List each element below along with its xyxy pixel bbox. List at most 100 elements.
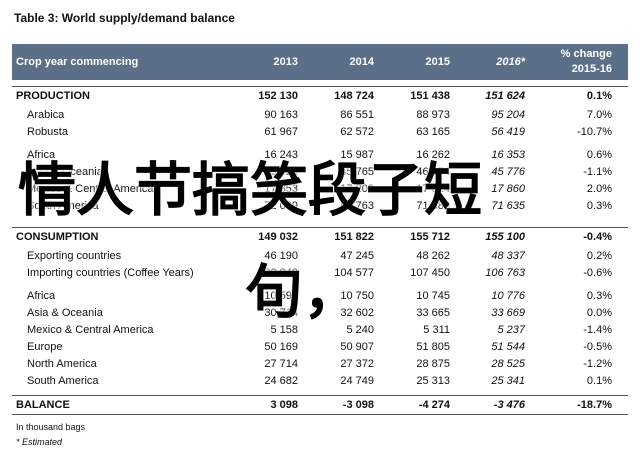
cell: 17 853 xyxy=(264,183,298,195)
cell: 45 776 xyxy=(491,166,525,178)
rule xyxy=(12,86,628,87)
cell: 16 243 xyxy=(264,149,298,161)
row-label: PRODUCTION xyxy=(16,90,90,102)
cell: 151 624 xyxy=(485,90,525,102)
cell: 5 240 xyxy=(346,324,374,336)
cell: -1.1% xyxy=(583,166,612,178)
row-label: Importing countries (Coffee Years) xyxy=(27,267,194,279)
cell: 46 190 xyxy=(264,250,298,262)
cell: 27 714 xyxy=(264,358,298,370)
cell: 46 025 xyxy=(264,166,298,178)
cell: 2.0% xyxy=(586,183,612,195)
row-label: North America xyxy=(27,358,97,370)
row-label: South America xyxy=(27,375,99,387)
cell: 24 682 xyxy=(264,375,298,387)
row-label: Africa xyxy=(27,290,56,302)
cell: 88 973 xyxy=(416,109,450,121)
cell: 10 745 xyxy=(416,290,450,302)
cell: 17 860 xyxy=(491,183,525,195)
cell: 15 987 xyxy=(340,149,374,161)
cell: 24 749 xyxy=(340,375,374,387)
footnote: In thousand bags xyxy=(16,422,86,432)
cell: 48 262 xyxy=(416,250,450,262)
row-label: Africa xyxy=(27,149,56,161)
cell: 62 572 xyxy=(340,126,374,138)
cell: 90 163 xyxy=(264,109,298,121)
cell: 10 776 xyxy=(491,290,525,302)
cell: 152 130 xyxy=(258,90,298,102)
overlay-text: 情人节搞笑段子短 xyxy=(18,156,483,224)
column-header: 2016* xyxy=(496,56,525,68)
cell: 0.3% xyxy=(586,200,612,212)
cell: 33 669 xyxy=(491,307,525,319)
cell: 32 602 xyxy=(340,307,374,319)
cell: 151 438 xyxy=(410,90,450,102)
cell: 95 204 xyxy=(491,109,525,121)
cell: 155 100 xyxy=(485,231,525,243)
cell: -0.5% xyxy=(583,341,612,353)
cell: 17 209 xyxy=(340,183,374,195)
cell: 46 274 xyxy=(416,166,450,178)
cell: 155 712 xyxy=(410,231,450,243)
cell: 16 353 xyxy=(491,149,525,161)
cell: 30 714 xyxy=(264,307,298,319)
cell: 71 388 xyxy=(416,200,450,212)
row-label: Arabica xyxy=(27,109,65,121)
cell: 148 724 xyxy=(334,90,374,102)
cell: 69 763 xyxy=(340,200,374,212)
cell: 25 313 xyxy=(416,375,450,387)
cell: 51 544 xyxy=(491,341,525,353)
cell: -0.6% xyxy=(583,267,612,279)
cell: 0.6% xyxy=(586,149,612,161)
overlay-text: 句， xyxy=(245,258,362,326)
cell: -1.4% xyxy=(583,324,612,336)
cell: 0.3% xyxy=(586,290,612,302)
row-label: Mexico & Central America xyxy=(27,324,154,336)
footnote: * Estimated xyxy=(16,437,63,447)
cell: -0.4% xyxy=(583,231,612,243)
row-label: Europe xyxy=(27,341,63,353)
cell: 28 525 xyxy=(491,358,525,370)
cell: 56 419 xyxy=(491,126,525,138)
cell: 0.2% xyxy=(586,250,612,262)
cell: 28 875 xyxy=(416,358,450,370)
cell: 17 514 xyxy=(416,183,450,195)
cell: 10 750 xyxy=(340,290,374,302)
row-label: BALANCE xyxy=(16,399,70,411)
cell: 16 262 xyxy=(416,149,450,161)
cell: -10.7% xyxy=(577,126,612,138)
cell: 0.0% xyxy=(586,307,612,319)
cell: -4 274 xyxy=(418,399,450,411)
cell: 63 165 xyxy=(416,126,450,138)
cell: 47 245 xyxy=(340,250,374,262)
cell: -3 098 xyxy=(342,399,374,411)
rule xyxy=(12,227,628,228)
column-header: 2015 xyxy=(425,56,450,68)
cell: 151 822 xyxy=(334,231,374,243)
cell: -18.7% xyxy=(577,399,612,411)
column-header: 2015-16 xyxy=(571,63,612,75)
cell: 25 341 xyxy=(491,375,525,387)
row-label: CONSUMPTION xyxy=(16,231,99,243)
cell: 0.1% xyxy=(586,90,612,102)
column-header: 2014 xyxy=(349,56,374,68)
cell: 48 337 xyxy=(491,250,525,262)
cell: 107 450 xyxy=(410,267,450,279)
cell: 7.0% xyxy=(586,109,612,121)
cell: 5 311 xyxy=(423,324,450,336)
cell: 27 372 xyxy=(340,358,374,370)
row-label: Robusta xyxy=(27,126,68,138)
row-label: South America xyxy=(27,200,99,212)
cell: 86 551 xyxy=(340,109,374,121)
cell: 71 635 xyxy=(491,200,525,212)
cell: 0.1% xyxy=(586,375,612,387)
cell: 51 805 xyxy=(416,341,450,353)
cell: 10 595 xyxy=(264,290,298,302)
row-label: Exporting countries xyxy=(27,250,122,262)
cell: -3 476 xyxy=(493,399,525,411)
row-label: Asia & Oceania xyxy=(27,307,103,319)
table-title: Table 3: World supply/demand balance xyxy=(14,11,235,25)
cell: 5 158 xyxy=(270,324,298,336)
cell: 50 169 xyxy=(264,341,298,353)
